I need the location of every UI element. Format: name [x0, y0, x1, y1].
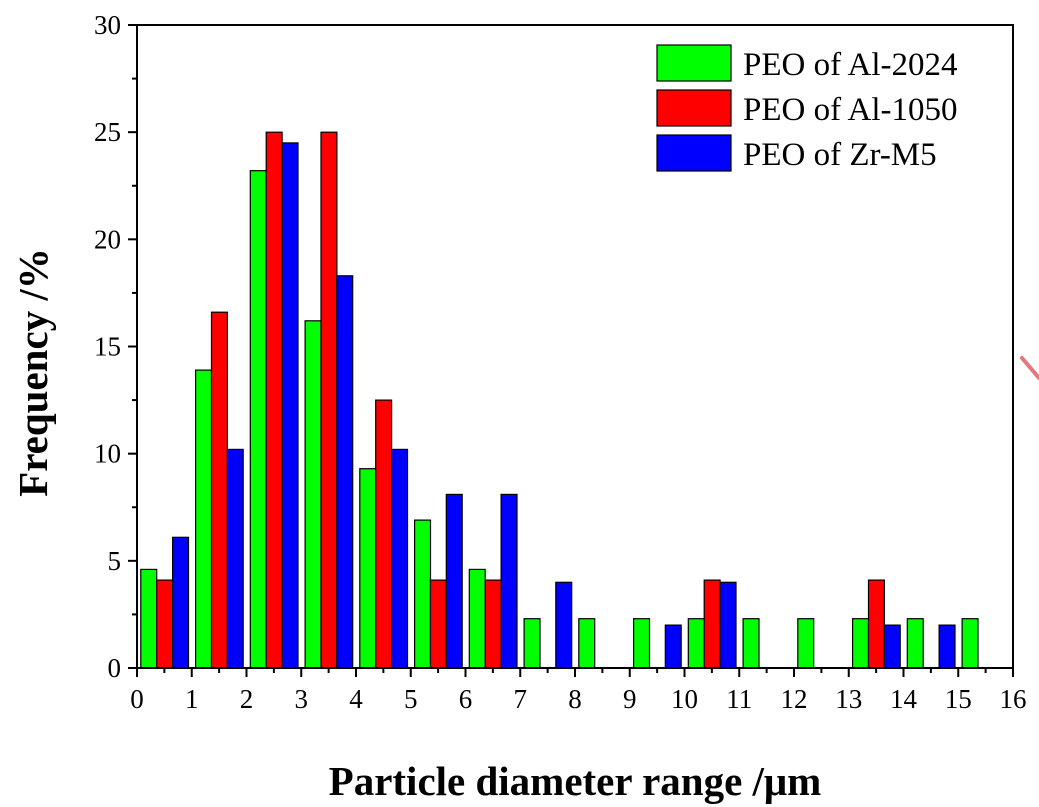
- bar-s2-c14: [938, 624, 956, 669]
- bar-s0-c7: [523, 618, 541, 669]
- bar-s2-c3: [336, 275, 354, 669]
- x-tick-label: 13: [835, 684, 862, 714]
- x-tick-label: 7: [514, 684, 528, 714]
- legend-swatch: [656, 134, 732, 172]
- y-axis-title: Frequency /%: [10, 248, 56, 497]
- bar-s1-c10: [703, 579, 721, 669]
- bar-s0-c0: [140, 568, 158, 669]
- bar-s0-c10: [687, 618, 705, 669]
- legend-label: PEO of Zr-M5: [743, 137, 937, 173]
- x-tick-label: 4: [349, 684, 363, 714]
- y-tick-label: 5: [108, 546, 122, 576]
- x-tick-label: 10: [671, 684, 698, 714]
- bar-s1-c0: [156, 579, 174, 669]
- x-tick-label: 16: [1000, 684, 1027, 714]
- y-tick-label: 20: [94, 224, 121, 254]
- x-axis-title: Particle diameter range /μm: [329, 758, 822, 804]
- bar-s1-c3: [320, 131, 338, 669]
- x-tick-label: 14: [890, 684, 918, 714]
- x-tick-label: 11: [726, 684, 752, 714]
- x-tick-label: 3: [295, 684, 309, 714]
- bar-s0-c5: [414, 519, 432, 669]
- bar-s0-c11: [742, 618, 760, 669]
- bar-s0-c12: [797, 618, 815, 669]
- bar-s0-c14: [906, 618, 924, 669]
- bar-s2-c1: [226, 448, 244, 669]
- bar-s1-c1: [210, 311, 228, 669]
- bar-s2-c6: [500, 493, 518, 669]
- y-tick-label: 15: [94, 332, 121, 362]
- legend-label: PEO of Al-2024: [743, 47, 958, 83]
- bar-s0-c8: [578, 618, 596, 669]
- bars-layer: [140, 131, 979, 669]
- bar-s2-c7: [555, 581, 573, 669]
- bar-s0-c15: [961, 618, 979, 669]
- bar-s0-c2: [249, 170, 267, 669]
- y-tick-label: 0: [108, 653, 122, 683]
- bar-s0-c6: [468, 568, 486, 669]
- y-tick-label: 25: [94, 117, 121, 147]
- x-axis: 0 1 2 3 4 5 6 7 8 9 10 11 12 13 14 15 16: [130, 668, 1027, 714]
- x-tick-label: 0: [130, 684, 144, 714]
- bar-s1-c4: [375, 399, 393, 669]
- y-tick-label: 30: [94, 10, 121, 40]
- y-axis: 0 5 10 15 20 25 30: [94, 10, 137, 683]
- bar-s2-c10: [719, 581, 737, 669]
- x-tick-label: 1: [185, 684, 199, 714]
- bar-s0-c1: [195, 369, 213, 669]
- bar-s0-c9: [632, 618, 651, 669]
- bar-s1-c13: [867, 579, 885, 669]
- bar-s0-c13: [851, 618, 870, 669]
- bar-s1-c2: [265, 131, 283, 669]
- bar-s2-c9: [664, 624, 682, 669]
- bar-s2-c13: [883, 624, 901, 669]
- legend-swatch: [656, 44, 732, 82]
- bar-s2-c2: [281, 142, 299, 669]
- bar-s0-c4: [359, 468, 377, 669]
- y-tick-label: 10: [94, 439, 121, 469]
- bar-s1-c5: [429, 579, 447, 669]
- legend-label: PEO of Al-1050: [743, 92, 958, 128]
- stray-mark: [1020, 356, 1039, 380]
- bar-s2-c0: [172, 536, 190, 669]
- bar-s0-c3: [304, 320, 322, 669]
- legend-swatch: [656, 89, 732, 127]
- x-tick-label: 9: [623, 684, 637, 714]
- x-tick-label: 12: [781, 684, 808, 714]
- x-tick-label: 15: [945, 684, 972, 714]
- legend: PEO of Al-2024 PEO of Al-1050 PEO of Zr-M5: [656, 44, 958, 173]
- x-tick-label: 6: [459, 684, 473, 714]
- bar-s1-c6: [484, 579, 502, 669]
- x-tick-label: 5: [404, 684, 418, 714]
- x-tick-label: 8: [568, 684, 582, 714]
- x-tick-label: 2: [240, 684, 254, 714]
- bar-s2-c4: [391, 448, 409, 669]
- bar-s2-c5: [445, 493, 463, 669]
